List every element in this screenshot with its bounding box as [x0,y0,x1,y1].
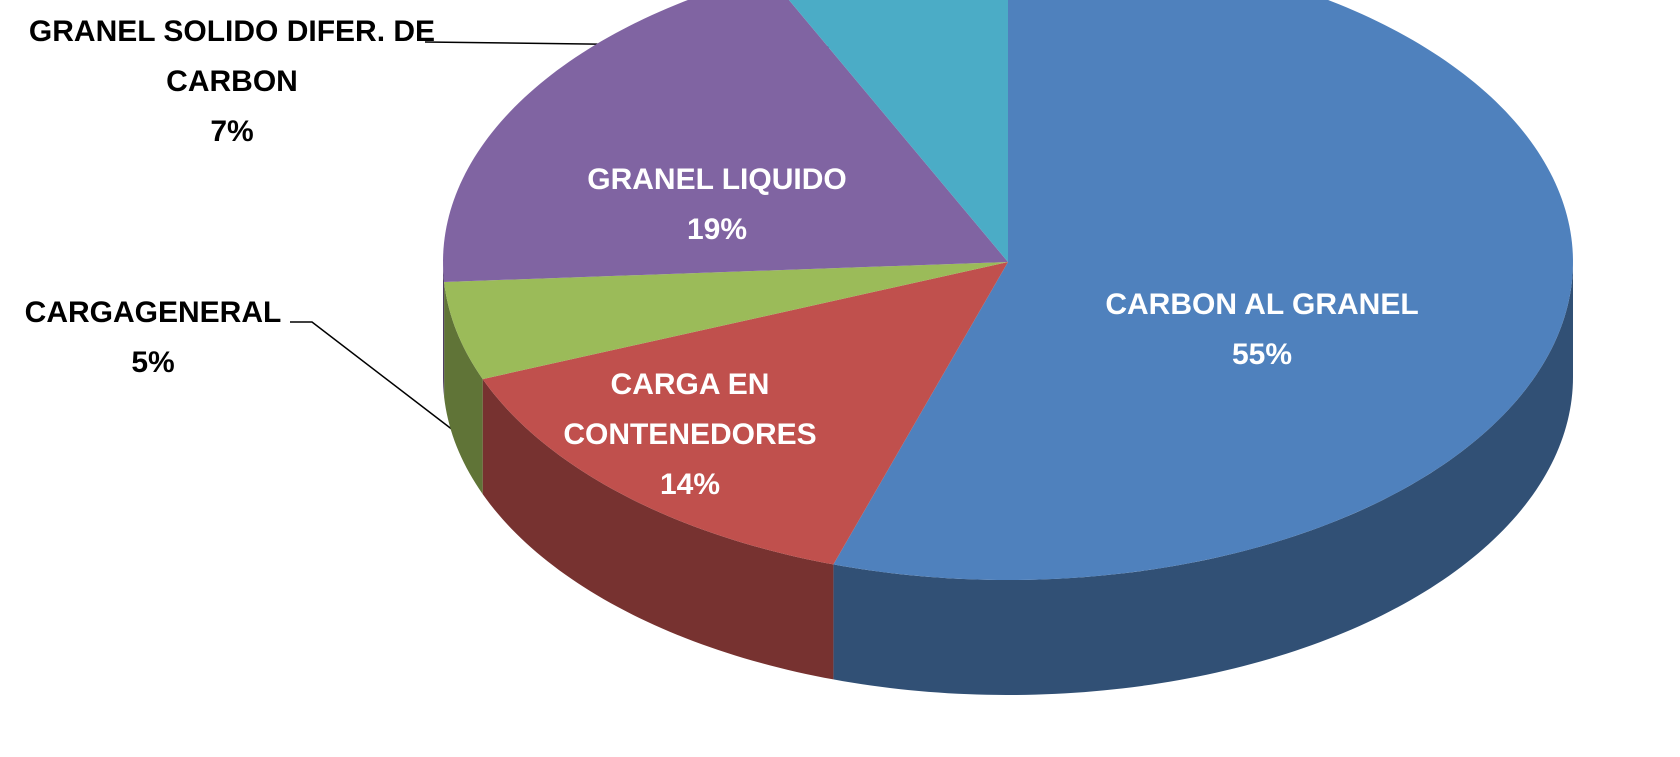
slice-side [482,379,834,680]
data-label: GRANEL SOLIDO DIFER. DE CARBON 7% [22,7,442,157]
value-label: 55% [1231,338,1293,371]
slice-side [444,281,483,495]
value-label: 5% [131,346,175,379]
category-label: GRANEL LIQUIDO [587,163,847,196]
slice [443,0,1008,282]
data-label: GRANEL LIQUIDO 19% [557,155,877,255]
value-label: 19% [686,213,748,246]
leader-line [290,321,463,438]
data-label: CARBON AL GRANEL 55% [1082,280,1442,380]
slice [482,262,1009,565]
slice-side [443,262,445,397]
category-label: CARBON AL GRANEL [1105,288,1419,321]
slice [788,0,1008,262]
value-label: 7% [210,115,254,148]
slice-side [833,262,1573,695]
slice [444,262,1009,380]
category-label: GRANEL SOLIDO DIFER. DE CARBON [28,15,436,98]
category-label: CARGA EN CONTENEDORES [563,368,817,451]
value-label: 14% [659,468,721,501]
data-label: CARGAGENERAL 5% [3,288,303,388]
category-label: CARGAGENERAL [24,296,282,329]
slice [833,0,1573,580]
data-label: CARGA EN CONTENEDORES 14% [540,360,840,510]
